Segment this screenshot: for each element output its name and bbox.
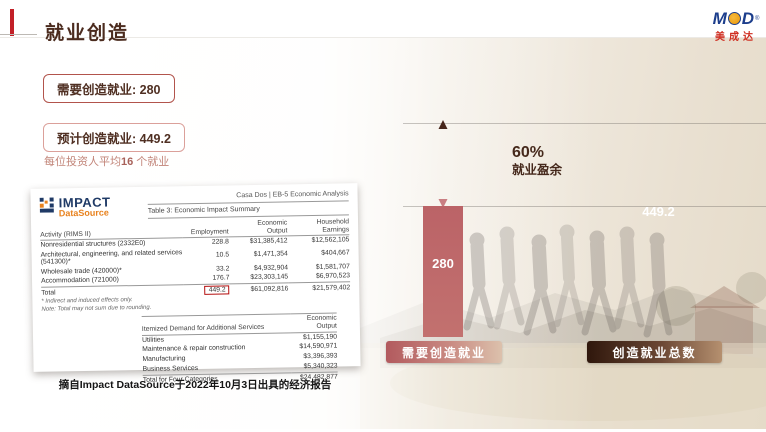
- jobs-needed-box: 需要创造就业: 280: [43, 74, 175, 103]
- datasource-wordmark: DataSource: [58, 207, 109, 219]
- mcd-logo: M D ® 美成达: [709, 10, 763, 43]
- impact-pixel-icon: [39, 197, 54, 213]
- bar-jobs-created-value: 449.2: [642, 204, 675, 219]
- impact-datasource-logo: IMPACT DataSource: [39, 193, 148, 221]
- jobs-expected-box: 预计创造就业: 449.2: [43, 123, 185, 152]
- highlight-box: 449.2: [204, 284, 230, 295]
- cell-output: $1,471,354: [253, 250, 288, 259]
- category-label-jobs-created: 创造就业总数: [587, 341, 722, 363]
- surplus-percentage: 60%: [512, 144, 545, 161]
- logo-letter-d: D: [741, 9, 755, 28]
- page-title: 就业创造: [45, 23, 130, 44]
- col-output-line2: Output: [266, 226, 288, 235]
- bar-jobs-created: 449.2: [638, 123, 679, 337]
- title-rule-line: [0, 34, 37, 35]
- total-earnings: $21,579,402: [288, 281, 351, 295]
- per-investor-note: 每位投资人平均16 个就业: [44, 153, 169, 169]
- cell-employment: 10.5: [215, 251, 230, 259]
- note-suffix: 个就业: [133, 156, 170, 168]
- economic-impact-table: Activity (RIMS II) Employment Economic Ou…: [40, 217, 351, 299]
- reference-line-need: [403, 206, 766, 207]
- surplus-annotation: 60% 就业盈余: [512, 144, 562, 179]
- registered-mark: ®: [755, 15, 760, 22]
- subtable-col-value-line2: Output: [316, 322, 337, 330]
- total-employment: 449.2: [183, 283, 230, 297]
- col-earnings: Household Earnings: [287, 217, 350, 236]
- walking-people-silhouettes-icon: [463, 224, 673, 338]
- surplus-arrow-icon: [438, 120, 448, 208]
- note-number: 16: [121, 156, 134, 168]
- col-output: Economic Output: [228, 218, 288, 237]
- subtable-col-value: Economic Output: [290, 313, 337, 333]
- source-caption: 摘自Impact DataSource于2022年10月3日出具的经济报告: [58, 379, 332, 391]
- reference-line-total: [403, 123, 766, 124]
- total-output: $61,092,816: [229, 282, 289, 296]
- bar-jobs-needed-value: 280: [432, 256, 454, 271]
- col-earnings-line2: Earnings: [322, 225, 350, 234]
- mcd-logo-letters: M D ®: [709, 10, 763, 27]
- itemized-demand-table: Itemized Demand for Additional Services …: [141, 313, 338, 386]
- surplus-label: 就业盈余: [512, 163, 563, 177]
- impact-report-card: IMPACT DataSource Casa Dos | EB-5 Econom…: [30, 183, 361, 386]
- mcd-logo-chinese: 美成达: [715, 32, 757, 43]
- logo-letter-m: M: [712, 9, 727, 28]
- cell-earnings: $404,667: [321, 249, 350, 258]
- bar-jobs-needed: 280: [423, 206, 463, 337]
- category-label-jobs-needed: 需要创造就业: [386, 341, 502, 363]
- title-accent-bar: [10, 9, 14, 36]
- col-employment: Employment: [182, 219, 229, 238]
- note-prefix: 每位投资人平均: [44, 156, 121, 168]
- mcd-gold-circle-icon: [727, 12, 741, 25]
